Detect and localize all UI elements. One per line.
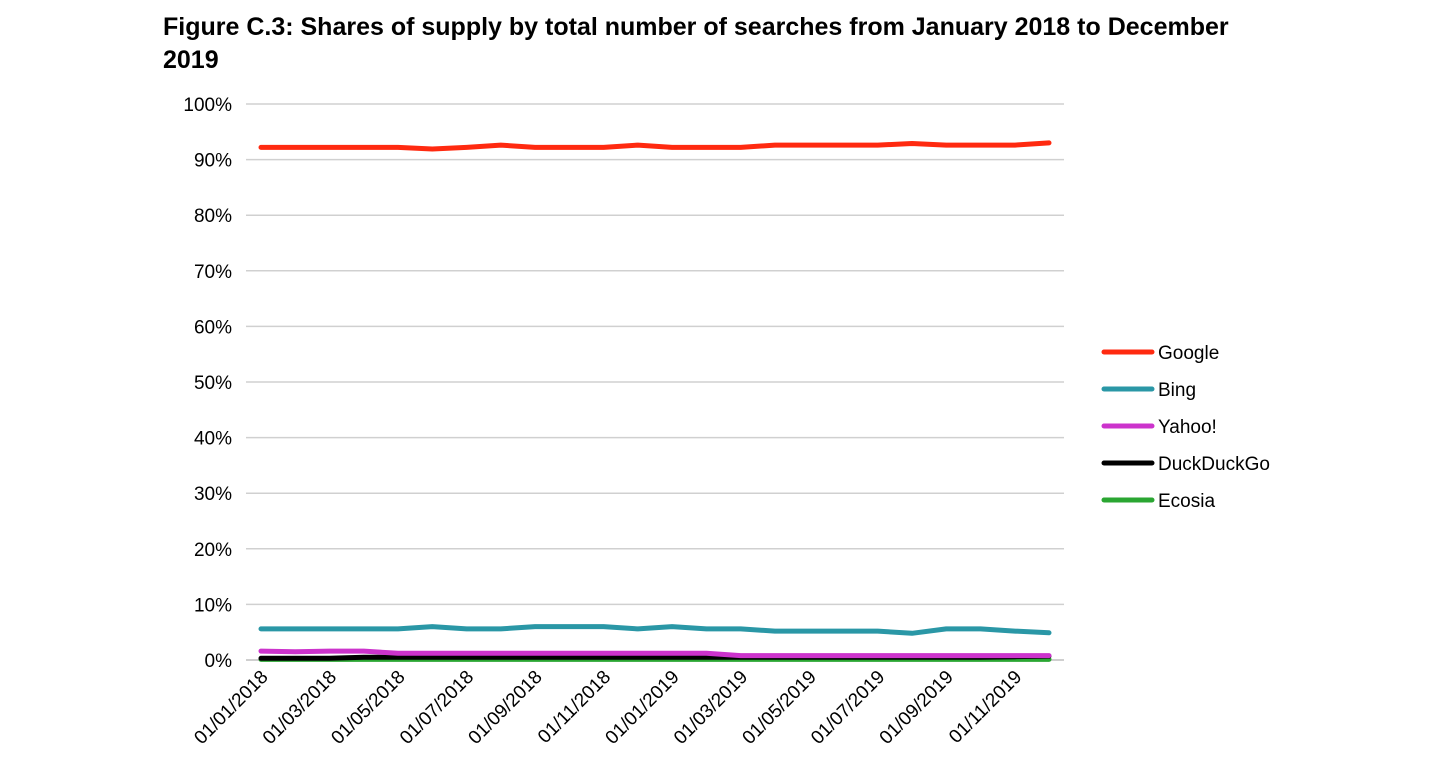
legend-label-bing: Bing: [1158, 380, 1196, 401]
series-lines: [258, 140, 1052, 662]
y-tick-label: 30%: [194, 484, 232, 505]
y-tick-label: 40%: [194, 429, 232, 450]
y-tick-label: 100%: [183, 95, 232, 116]
chart-title: Figure C.3: Shares of supply by total nu…: [163, 13, 1229, 74]
series-line-google: [258, 140, 1052, 152]
y-tick-label: 10%: [194, 595, 232, 616]
y-tick-label: 70%: [194, 262, 232, 283]
legend-label-google: Google: [1158, 343, 1219, 364]
series-line-bing: [258, 624, 1052, 636]
legend-label-duckduckgo: DuckDuckGo: [1158, 454, 1270, 475]
x-tick-label: 01/09/2019: [876, 667, 958, 749]
x-tick-label: 01/11/2019: [945, 667, 1026, 748]
y-tick-label: 20%: [194, 540, 232, 561]
legend-label-yahoo: Yahoo!: [1158, 417, 1217, 438]
legend: Google Bing Yahoo! DuckDuckGo Ecosia: [1101, 343, 1270, 512]
y-tick-label: 80%: [194, 206, 232, 227]
legend-label-ecosia: Ecosia: [1158, 491, 1215, 512]
y-tick-label: 0%: [205, 651, 233, 672]
x-axis-ticks: 01/01/201801/03/201801/05/201801/07/2018…: [190, 667, 1026, 749]
series-line-yahoo: [258, 648, 1052, 659]
x-tick-label: 01/09/2018: [465, 667, 547, 749]
y-axis-ticks: 0% 10% 20% 30% 40% 50% 60% 70% 80% 90% 100%: [183, 95, 232, 672]
y-tick-label: 50%: [194, 373, 232, 394]
y-tick-label: 60%: [194, 317, 232, 338]
gridlines: [246, 103, 1064, 606]
y-tick-label: 90%: [194, 151, 232, 172]
